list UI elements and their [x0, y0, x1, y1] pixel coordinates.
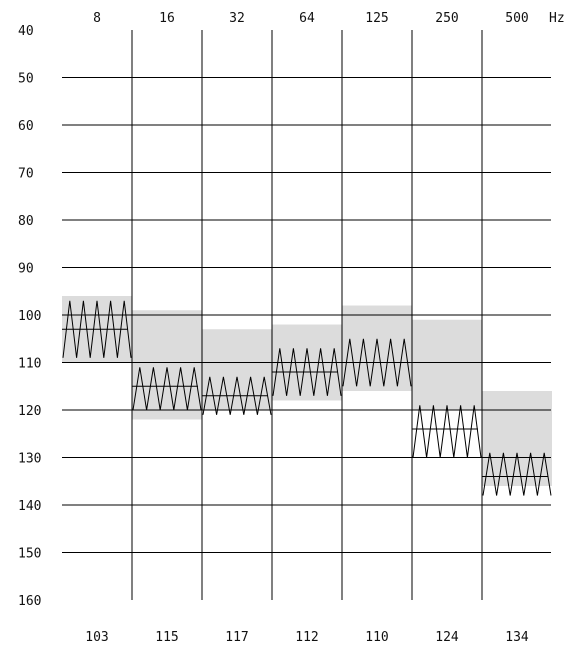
range-bands	[62, 296, 552, 486]
level-label: 130	[18, 452, 41, 467]
bottom-value-labels: 103 115 117 112 110 124 134	[85, 630, 529, 645]
level-label: 50	[18, 72, 34, 87]
bottom-value-label: 134	[505, 630, 529, 645]
zigzag-trace	[62, 300, 132, 358]
level-label: 90	[18, 262, 34, 277]
level-label: 100	[18, 309, 41, 324]
level-label: 150	[18, 547, 41, 562]
frequency-label: 16	[159, 11, 175, 26]
level-label: 70	[18, 167, 34, 182]
frequency-label: 250	[435, 11, 458, 26]
unit-label: Hz	[549, 11, 565, 26]
level-label: 160	[18, 594, 41, 609]
range-band	[412, 319, 482, 410]
chart-grid	[62, 30, 551, 600]
frequency-label: 32	[229, 11, 245, 26]
bottom-value-label: 117	[225, 630, 248, 645]
bottom-value-label: 112	[295, 630, 318, 645]
level-label: 60	[18, 119, 34, 134]
frequency-label: 125	[365, 11, 388, 26]
zigzag-trace	[482, 452, 552, 496]
level-labels: 40 50 60 70 80 90 100 110 120 130 140 150 160	[18, 24, 41, 609]
level-label: 120	[18, 404, 41, 419]
frequency-label: 64	[299, 11, 315, 26]
bottom-value-label: 110	[365, 630, 388, 645]
level-label: 40	[18, 24, 34, 39]
bottom-value-label: 115	[155, 630, 178, 645]
zigzag-trace	[132, 367, 202, 411]
range-band	[482, 391, 552, 486]
zigzag-trace	[342, 338, 412, 387]
zigzag-trace	[202, 376, 272, 415]
frequency-label: 8	[93, 11, 101, 26]
bottom-value-label: 103	[85, 630, 108, 645]
zigzag-trace	[272, 348, 342, 396]
frequency-label: 500	[505, 11, 528, 26]
level-label: 80	[18, 214, 34, 229]
level-label: 140	[18, 499, 41, 514]
range-band	[202, 329, 272, 410]
level-label: 110	[18, 357, 41, 372]
frequency-labels: 8 16 32 64 125 250 500	[93, 11, 529, 26]
bottom-value-label: 124	[435, 630, 459, 645]
zigzag-traces	[62, 300, 552, 496]
range-band	[342, 305, 412, 391]
range-band	[132, 310, 202, 420]
zigzag-trace	[412, 405, 482, 458]
